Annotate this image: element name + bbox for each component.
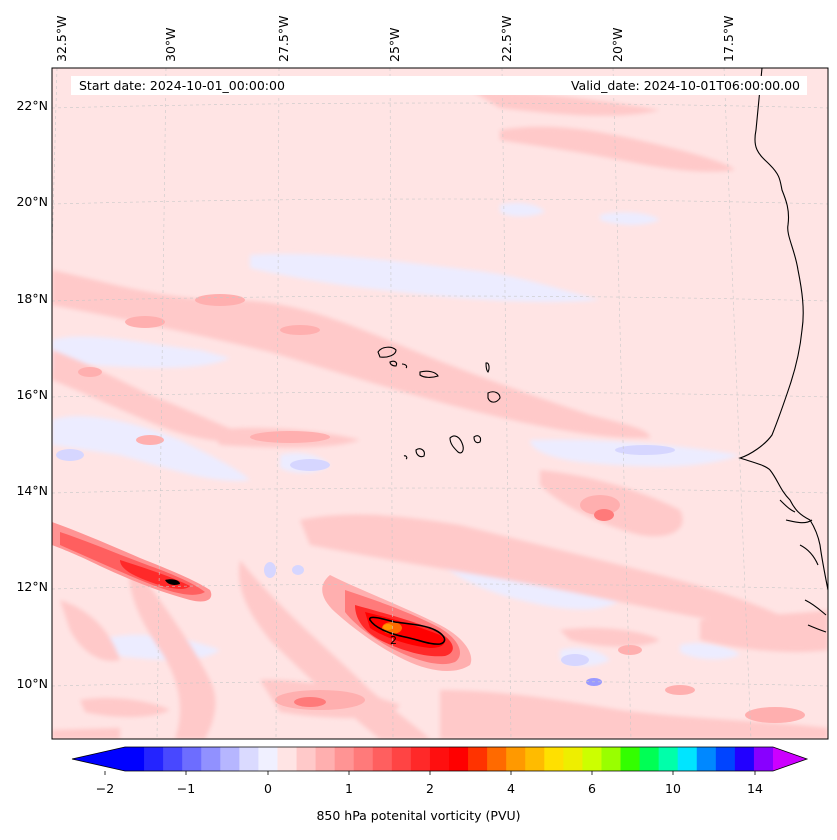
latitude-label: 20°N <box>16 194 48 209</box>
colorbar-segment <box>620 747 641 771</box>
longitude-label: 30°W <box>163 27 178 62</box>
colorbar-segment <box>582 747 603 771</box>
colorbar-tick-label: −1 <box>176 781 196 796</box>
colorbar-segment <box>220 747 240 771</box>
parallel-line <box>52 583 828 590</box>
longitude-label: 17.5°W <box>721 15 736 62</box>
colorbar-tick-label: 0 <box>264 781 272 796</box>
colorbar-segment <box>277 747 298 771</box>
parallel-line <box>52 295 828 302</box>
negative-pv-areas <box>52 202 740 666</box>
colorbar-segment <box>391 747 412 771</box>
meridian-line <box>501 68 512 739</box>
colorbar-segment <box>639 747 660 771</box>
colorbar-segment <box>506 747 526 771</box>
colorbar-tick-label: −2 <box>95 781 115 796</box>
colorbar-segment <box>429 747 450 771</box>
latitude-label: 18°N <box>16 291 48 306</box>
colorbar-segment <box>201 747 221 771</box>
colorbar-segment <box>258 747 279 771</box>
valid-date-label: Valid_date: 2024-10-01T06:00:00.00 <box>570 78 800 93</box>
colorbar-extend-high <box>773 747 807 771</box>
longitude-label: 22.5°W <box>499 15 514 62</box>
coastlines <box>377 68 828 633</box>
colorbar-segment <box>410 747 431 771</box>
colorbar-segment <box>449 747 469 771</box>
longitude-label: 20°W <box>610 27 625 62</box>
western-pv-streak <box>52 522 212 602</box>
colorbar-segment <box>353 747 374 771</box>
colorbar <box>71 746 809 775</box>
parallel-line <box>52 198 828 205</box>
colorbar-segment <box>696 747 717 771</box>
map-frame <box>51 67 829 740</box>
latitude-label: 14°N <box>16 483 48 498</box>
colorbar-segment <box>182 747 202 771</box>
meridian-line <box>275 68 280 739</box>
colorbar-tick-label: 14 <box>747 781 763 796</box>
colorbar-segment <box>715 747 736 771</box>
colorbar-segment <box>734 747 755 771</box>
colorbar-segment <box>677 747 698 771</box>
meridian-line <box>389 68 394 739</box>
contour-label: 2 <box>390 634 397 647</box>
colorbar-segment <box>525 747 545 771</box>
date-info-box <box>71 76 807 95</box>
meridian-line <box>156 68 167 739</box>
colorbar-segment <box>125 747 145 771</box>
colorbar-extend-low <box>72 747 125 771</box>
colorbar-tick-label: 10 <box>665 781 681 796</box>
colorbar-segment <box>296 747 317 771</box>
longitude-label: 27.5°W <box>276 15 291 62</box>
colorbar-segment <box>544 747 564 771</box>
moderate-pv-cores <box>294 509 614 707</box>
colorbar-segment <box>601 747 622 771</box>
parallel-line <box>52 487 828 494</box>
meridian-line <box>723 68 752 739</box>
start-date-label: Start date: 2024-10-01_00:00:00 <box>79 78 285 93</box>
colorbar-tick-label: 2 <box>426 781 434 796</box>
colorbar-outline <box>71 746 809 772</box>
colorbar-segment <box>753 747 774 771</box>
colorbar-title: 850 hPa potenital vorticity (PVU) <box>316 808 521 823</box>
colorbar-segment <box>563 747 584 771</box>
west-africa-coastline <box>738 68 828 591</box>
parallel-line <box>52 680 828 687</box>
colorbar-segment <box>468 747 488 771</box>
latitude-label: 22°N <box>16 98 48 113</box>
colorbar-tick-label: 4 <box>507 781 515 796</box>
colorbar-segment <box>334 747 355 771</box>
colorbar-segment <box>239 747 260 771</box>
colorbar-tick-label: 6 <box>588 781 596 796</box>
parallel-line <box>52 391 828 398</box>
colorbar-segment <box>658 747 679 771</box>
meridian-line <box>612 68 632 739</box>
latitude-label: 10°N <box>16 676 48 691</box>
parallel-line <box>52 102 828 109</box>
colorbar-segment <box>163 747 183 771</box>
longitude-label: 25°W <box>387 27 402 62</box>
colorbar-segment <box>144 747 164 771</box>
latitude-label: 12°N <box>16 579 48 594</box>
graticule <box>52 68 828 739</box>
central-pv-maximum: 2 <box>322 575 472 672</box>
positive-pv-bands <box>52 90 828 739</box>
colorbar-segment <box>372 747 393 771</box>
cape-verde-islands <box>377 346 397 358</box>
colorbar-segment <box>315 747 336 771</box>
colorbar-tick-label: 1 <box>345 781 353 796</box>
latitude-label: 16°N <box>16 387 48 402</box>
colorbar-segment <box>487 747 507 771</box>
negative-pv-cores <box>56 445 675 666</box>
longitude-label: 32.5°W <box>54 15 69 62</box>
